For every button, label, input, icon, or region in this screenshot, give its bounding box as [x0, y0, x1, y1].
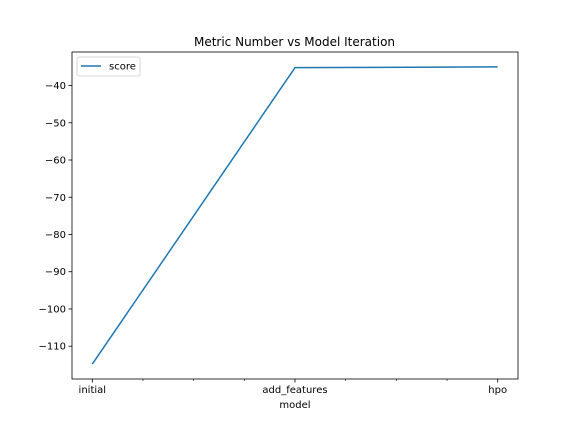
y-tick-label: −110 [39, 342, 66, 353]
y-tick-label: −100 [39, 304, 66, 315]
x-axis-label: model [279, 400, 310, 411]
legend-label-score: score [109, 62, 136, 73]
x-tick-label: initial [79, 385, 107, 396]
chart-title: Metric Number vs Model Iteration [194, 35, 395, 49]
x-axis: initial add_features hpo [79, 379, 507, 396]
y-tick-label: −80 [45, 230, 66, 241]
y-tick-label: −50 [45, 118, 66, 129]
y-tick-label: −70 [45, 193, 66, 204]
y-tick-label: −40 [45, 81, 66, 92]
x-tick-label: add_features [262, 385, 327, 396]
y-tick-label: −90 [45, 267, 66, 278]
x-tick-label: hpo [488, 385, 507, 396]
y-axis: −110 −100 −90 −80 −70 −60 −50 −40 [39, 81, 72, 353]
legend: score [76, 56, 141, 77]
y-tick-label: −60 [45, 156, 66, 167]
series-layer [91, 66, 498, 365]
legend-box [76, 56, 141, 77]
